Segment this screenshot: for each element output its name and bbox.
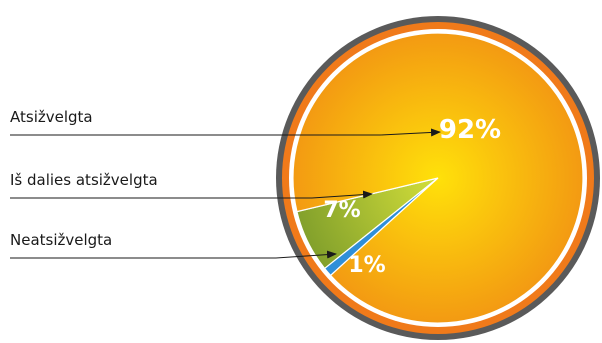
data-label-is-dalies-atsizvelgta: 7% [323,198,360,223]
legend-label-atsizvelgta: Atsižvelgta [10,108,93,126]
pie-slice-atsizvelgta [292,32,584,324]
data-label-neatsizvelgta: 1% [348,253,385,278]
data-label-atsizvelgta: 92% [439,115,501,145]
legend-label-is-dalies-atsizvelgta: Iš dalies atsižvelgta [10,171,158,189]
leader-line [10,190,373,199]
leader-line [10,250,337,259]
leader-line [10,128,441,137]
legend-label-neatsizvelgta: Neatsižvelgta [10,231,112,249]
